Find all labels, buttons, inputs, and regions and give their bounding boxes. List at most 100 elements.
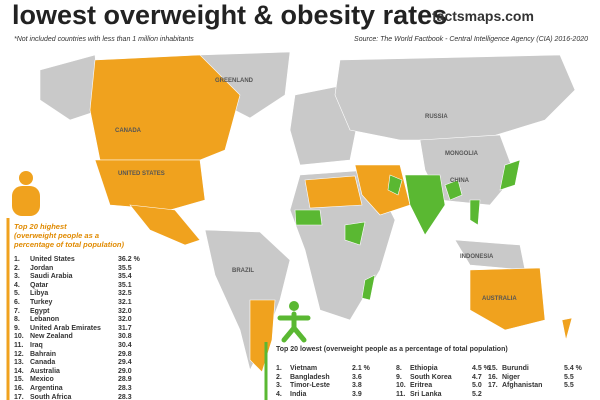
value: 32.0 (118, 307, 132, 315)
rank: 7. (14, 307, 20, 315)
map-label: RUSSIA (425, 114, 448, 120)
map-label: CHINA (450, 178, 470, 184)
rank: 13. (14, 359, 24, 367)
value: 29.8 (118, 350, 132, 358)
rank: 16. (14, 385, 24, 392)
rank: 3. (276, 382, 282, 390)
rank: 11. (396, 390, 406, 398)
value: 3.9 (352, 390, 362, 398)
value: 35.5 (118, 264, 132, 272)
country: Saudi Arabia (30, 273, 73, 281)
value: 4.5 % (472, 365, 490, 372)
highest-title: Top 20 highest (14, 222, 67, 231)
rank: 16. (488, 373, 498, 381)
country: India (290, 390, 307, 398)
note: *Not included countries with less than 1… (14, 36, 194, 43)
rank: 3. (14, 273, 20, 281)
country: South Korea (410, 373, 452, 381)
map-label: INDONESIA (460, 254, 494, 260)
rank: 17. (488, 382, 498, 390)
rank: 5. (14, 290, 20, 298)
country: Ethiopia (410, 365, 438, 372)
value: 4.7 (472, 373, 482, 381)
rank: 9. (396, 373, 402, 381)
rank: 12. (14, 350, 24, 358)
person-green (277, 301, 311, 343)
value: 5.4 % (564, 365, 582, 372)
country: Turkey (30, 299, 53, 306)
rank: 10. (396, 382, 406, 390)
value: 30.8 (118, 333, 132, 341)
value: 32.1 (118, 299, 132, 306)
rank: 17. (14, 393, 24, 400)
country: Australia (30, 367, 60, 375)
lowest-title: Top 20 lowest (overweight people as a pe… (276, 346, 508, 353)
value: 31.7 (118, 324, 132, 332)
rank: 15. (14, 376, 24, 384)
value: 28.3 (118, 393, 132, 400)
value: 3.6 (352, 373, 362, 381)
map-label: BRAZIL (232, 268, 254, 274)
country: New Zealand (30, 333, 73, 341)
value: 28.3 (118, 385, 132, 392)
value: 35.4 (118, 273, 132, 281)
country: Iraq (30, 342, 43, 349)
value: 5.5 (564, 382, 574, 390)
map-label: MONGOLIA (445, 151, 479, 157)
rank: 2. (14, 264, 20, 272)
rank: 1. (14, 256, 20, 263)
rank: 1. (276, 365, 282, 372)
value: 32.5 (118, 290, 132, 298)
map-label: CANADA (115, 128, 142, 134)
country: Afghanistan (502, 382, 543, 390)
country: Sri Lanka (410, 390, 442, 398)
value: 5.5 (564, 373, 574, 381)
country: Bahrain (30, 350, 57, 358)
country: Eritrea (410, 382, 433, 390)
value: 2.1 % (352, 365, 370, 372)
value: 5.0 (472, 382, 482, 390)
country: Jordan (30, 264, 54, 272)
value: 5.2 (472, 390, 482, 398)
source: Source: The World Factbook - Central Int… (354, 36, 588, 43)
value: 29.4 (118, 359, 132, 367)
country: Canada (30, 359, 56, 367)
country: Lebanon (30, 316, 60, 324)
rank: 8. (396, 365, 402, 372)
map-label: GREENLAND (215, 78, 254, 84)
country: United Arab Emirates (30, 324, 101, 332)
country: United States (30, 256, 75, 263)
rank: 6. (14, 299, 20, 306)
rank: 11. (14, 342, 24, 349)
country: Bangladesh (290, 373, 330, 381)
country: Qatar (30, 281, 49, 289)
rank: 15. (488, 365, 498, 372)
rank: 10. (14, 333, 24, 341)
rank: 14. (14, 367, 24, 375)
map-label: UNITED STATES (118, 171, 165, 177)
country: Argentina (30, 385, 63, 392)
highest-subtitle: (overweight people as a percentage of to… (14, 231, 124, 249)
rank: 9. (14, 324, 20, 332)
title: lowest overweight & obesity rates (12, 0, 448, 30)
rank: 4. (14, 281, 20, 289)
value: 36.2 % (118, 256, 140, 263)
rank: 4. (276, 390, 282, 398)
country: South Africa (30, 393, 72, 400)
country: Libya (30, 290, 49, 298)
value: 3.8 (352, 382, 362, 390)
country: Niger (502, 373, 520, 381)
country: Egypt (30, 307, 50, 315)
country: Vietnam (290, 365, 318, 372)
country: Timor-Leste (290, 382, 330, 390)
value: 32.0 (118, 316, 132, 324)
rank: 8. (14, 316, 20, 324)
value: 28.9 (118, 376, 132, 384)
value: 30.4 (118, 342, 132, 349)
value: 29.0 (118, 367, 132, 375)
value: 35.1 (118, 281, 132, 289)
person-orange (12, 171, 40, 216)
brand: factsmaps.com (432, 8, 534, 24)
